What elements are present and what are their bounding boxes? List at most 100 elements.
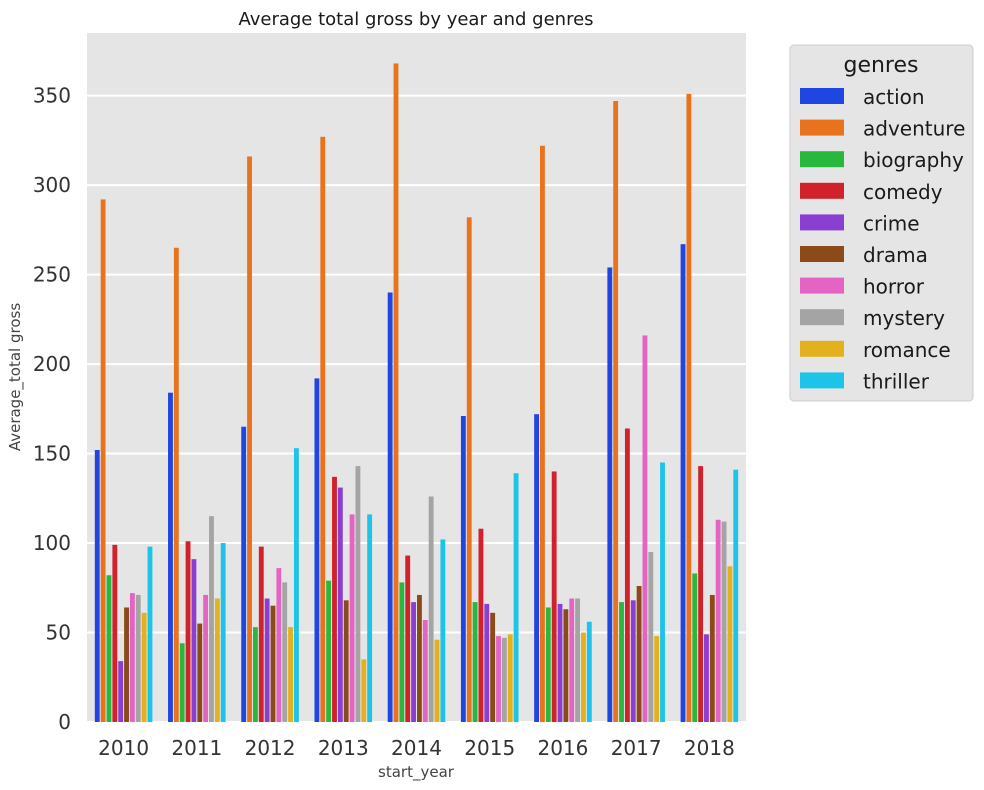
legend-label-romance: romance bbox=[863, 338, 951, 362]
bar-horror-2010 bbox=[129, 593, 135, 722]
bar-crime-2013 bbox=[337, 487, 343, 722]
bar-action-2010 bbox=[94, 449, 100, 722]
chart-title: Average total gross by year and genres bbox=[238, 9, 593, 30]
bar-drama-2014 bbox=[417, 594, 422, 722]
bar-biography-2010 bbox=[106, 575, 112, 722]
bar-thriller-2013 bbox=[367, 514, 373, 722]
bar-romance-2015 bbox=[507, 634, 513, 722]
legend-swatch-action bbox=[800, 88, 844, 104]
legend-label-drama: drama bbox=[863, 243, 928, 267]
bar-crime-2011 bbox=[191, 559, 197, 722]
bar-mystery-2011 bbox=[209, 516, 214, 722]
y-tick-label: 350 bbox=[33, 84, 71, 108]
plot-area bbox=[87, 33, 746, 722]
legend-label-biography: biography bbox=[863, 148, 964, 172]
y-tick-label: 50 bbox=[46, 621, 71, 645]
x-tick-label: 2016 bbox=[537, 736, 588, 760]
bar-biography-2014 bbox=[399, 582, 405, 722]
bar-comedy-2014 bbox=[405, 555, 411, 722]
bar-thriller-2018 bbox=[733, 469, 739, 722]
bar-crime-2014 bbox=[411, 602, 416, 722]
bar-action-2011 bbox=[168, 392, 173, 722]
legend-label-action: action bbox=[863, 85, 925, 109]
legend-label-comedy: comedy bbox=[863, 180, 943, 204]
bar-comedy-2013 bbox=[332, 476, 337, 722]
x-tick-label: 2010 bbox=[98, 736, 149, 760]
bar-adventure-2014 bbox=[393, 63, 399, 722]
bar-drama-2017 bbox=[636, 585, 642, 722]
bar-thriller-2014 bbox=[440, 539, 446, 722]
bar-crime-2017 bbox=[630, 600, 636, 722]
y-tick-labels: 0 50 100 150 200 250 300 350 bbox=[33, 84, 71, 734]
bar-mystery-2014 bbox=[428, 496, 434, 722]
bar-adventure-2018 bbox=[686, 93, 692, 723]
y-tick-label: 0 bbox=[58, 710, 71, 734]
y-tick-label: 250 bbox=[33, 263, 71, 287]
bar-biography-2013 bbox=[326, 580, 332, 722]
bar-drama-2016 bbox=[563, 609, 569, 722]
bar-romance-2013 bbox=[361, 659, 367, 722]
bar-crime-2012 bbox=[264, 598, 270, 722]
bar-drama-2010 bbox=[124, 607, 129, 722]
x-axis-label: start_year bbox=[378, 763, 455, 782]
legend-label-adventure: adventure bbox=[863, 117, 965, 141]
bar-comedy-2016 bbox=[551, 471, 557, 722]
bar-mystery-2015 bbox=[501, 637, 507, 722]
x-tick-label: 2012 bbox=[245, 736, 296, 760]
legend-swatch-romance bbox=[800, 340, 844, 357]
bar-crime-2018 bbox=[704, 634, 709, 722]
bar-drama-2011 bbox=[197, 623, 203, 722]
bar-comedy-2017 bbox=[624, 428, 630, 722]
bar-biography-2017 bbox=[619, 602, 624, 722]
bar-romance-2012 bbox=[288, 627, 293, 722]
bars bbox=[94, 63, 739, 723]
bar-comedy-2010 bbox=[112, 544, 118, 722]
legend-title: genres bbox=[843, 53, 918, 78]
bar-action-2016 bbox=[534, 414, 540, 722]
bar-horror-2013 bbox=[349, 514, 355, 722]
bar-mystery-2017 bbox=[648, 551, 654, 722]
x-tick-labels: 2010 2011 2012 2013 2014 2015 2016 2017 2018 bbox=[98, 736, 735, 760]
bar-action-2012 bbox=[241, 426, 247, 722]
bar-adventure-2013 bbox=[320, 136, 326, 722]
bar-horror-2011 bbox=[203, 594, 209, 722]
x-tick-label: 2018 bbox=[684, 736, 735, 760]
bar-comedy-2011 bbox=[185, 541, 191, 722]
bar-biography-2012 bbox=[252, 627, 258, 722]
legend: genres action adventure biography comedy cri… bbox=[789, 44, 974, 402]
y-tick-label: 200 bbox=[33, 352, 71, 376]
bar-horror-2015 bbox=[496, 636, 501, 722]
bar-thriller-2011 bbox=[220, 543, 226, 722]
legend-label-mystery: mystery bbox=[863, 306, 945, 330]
bar-comedy-2018 bbox=[698, 466, 704, 722]
bar-drama-2015 bbox=[490, 612, 496, 722]
x-tick-label: 2013 bbox=[318, 736, 369, 760]
bar-thriller-2017 bbox=[660, 462, 665, 722]
bar-romance-2016 bbox=[581, 632, 586, 722]
bar-thriller-2012 bbox=[293, 448, 299, 722]
legend-swatch-comedy bbox=[800, 182, 844, 199]
bar-horror-2014 bbox=[422, 619, 428, 722]
legend-swatch-adventure bbox=[800, 119, 844, 136]
bar-mystery-2016 bbox=[575, 598, 581, 722]
bar-horror-2018 bbox=[715, 519, 721, 722]
x-tick-label: 2014 bbox=[391, 736, 442, 760]
legend-label-horror: horror bbox=[863, 275, 925, 299]
bar-horror-2016 bbox=[569, 598, 575, 722]
bar-romance-2014 bbox=[434, 639, 440, 722]
x-tick-label: 2015 bbox=[464, 736, 515, 760]
bar-adventure-2012 bbox=[247, 156, 252, 722]
bar-adventure-2017 bbox=[613, 101, 619, 723]
bar-drama-2012 bbox=[270, 605, 276, 722]
legend-swatch-horror bbox=[800, 277, 844, 294]
x-tick-label: 2011 bbox=[171, 736, 222, 760]
legend-swatch-biography bbox=[800, 151, 844, 168]
bar-biography-2016 bbox=[545, 607, 551, 722]
bar-mystery-2012 bbox=[282, 582, 288, 722]
legend-swatch-drama bbox=[800, 246, 844, 262]
bar-mystery-2010 bbox=[135, 594, 141, 722]
bar-thriller-2015 bbox=[513, 473, 519, 722]
bar-crime-2016 bbox=[557, 603, 563, 722]
bar-action-2015 bbox=[460, 415, 466, 722]
